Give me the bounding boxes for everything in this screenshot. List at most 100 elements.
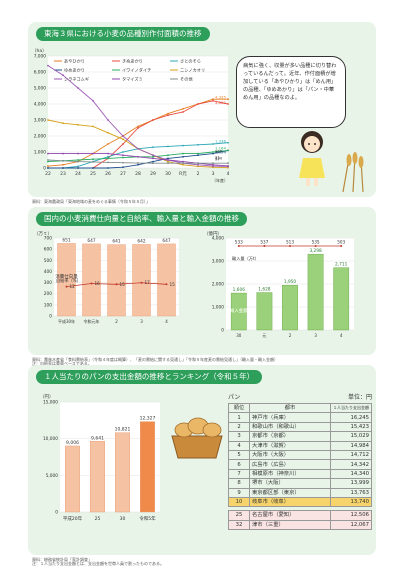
ranking-city: 東京都区部（東京）	[249, 487, 331, 498]
bread-ranking-table: パン 単位：円 順位 都市 １人当たり支出金額 1 神戸市（兵庫） 16,245 2 和…	[228, 392, 372, 531]
series-point	[212, 152, 214, 155]
section2-note: 注：自給率は重量ベースである。	[32, 361, 92, 366]
series-point	[77, 159, 79, 161]
x-tick-label: 23	[60, 171, 66, 177]
series-point	[227, 103, 229, 105]
section3-note: 注：１人当たり支出金額とは、支出金額を世帯人員で割ったものである。	[32, 561, 164, 566]
series-point	[122, 151, 124, 153]
y-tick-label: 6,000	[34, 70, 47, 76]
bar	[57, 243, 76, 317]
bar	[230, 292, 247, 331]
ranking-col-value: １人当たり支出金額	[330, 402, 372, 414]
y-tick-label: 300	[44, 280, 52, 286]
series-point	[77, 123, 79, 126]
series-point	[47, 165, 49, 167]
ranking-unit: 単位：円	[347, 394, 372, 401]
table-row: 6 広島市（広島） 14,342	[228, 459, 372, 470]
data-label: 330	[215, 156, 223, 161]
table-row: 8 堺市（大阪） 13,999	[228, 478, 372, 489]
x-tick-label: 4	[340, 333, 343, 338]
ranking-value: 16,245	[330, 412, 372, 423]
ranking-value: 14,984	[330, 440, 372, 451]
volume-value-label: 503	[337, 240, 345, 245]
series-point	[182, 162, 184, 165]
y-tick-label: 2,000	[212, 282, 225, 288]
line-series-label: 自給率（%）	[56, 277, 81, 284]
x-tick-label: 24	[75, 171, 81, 177]
series-point	[47, 64, 49, 67]
series-point	[62, 152, 64, 155]
legend-label: ニシノカオリ	[180, 68, 205, 74]
series-point	[152, 155, 154, 158]
ranking-value: 13,763	[330, 487, 372, 498]
series-point	[122, 166, 124, 169]
series-point	[197, 165, 199, 168]
y-tick-label: 0	[43, 166, 46, 172]
bar-value-label: 10,821	[115, 427, 131, 433]
series-point	[137, 125, 139, 128]
table-row: 9 東京都区部（東京） 13,763	[228, 487, 372, 498]
y-tick-label: 500	[44, 258, 52, 264]
series-point	[182, 160, 184, 163]
ranking-rank: 10	[228, 496, 250, 508]
series-point	[212, 165, 214, 167]
series-point	[182, 152, 184, 155]
x-tick-label: 3	[314, 333, 317, 338]
series-point	[167, 157, 169, 160]
series-point	[137, 162, 139, 164]
series-point	[212, 163, 214, 166]
data-label: 965	[215, 149, 223, 154]
volume-point	[314, 245, 317, 247]
y-tick-label: 0	[221, 328, 224, 334]
series-point	[107, 131, 109, 134]
series-point	[167, 159, 169, 161]
ranking-value: 13,999	[330, 478, 372, 489]
legend-label: さとのそら	[180, 58, 201, 65]
section1-title: 東海３県における小麦の品種別作付面積の推移	[36, 27, 210, 41]
series-point	[122, 143, 124, 145]
bar-value-label: 1,950	[284, 279, 297, 285]
ranking-value: 15,029	[330, 431, 372, 442]
ratio-point	[140, 281, 143, 284]
import-bar-chart: （億円） 0 1,000 2,000 3,000 4,000 1,606 30 1,628 元 1,…	[204, 230, 354, 338]
series-point	[107, 152, 109, 155]
ranking-value: 14,712	[330, 449, 372, 461]
series-point	[77, 87, 79, 89]
bar	[282, 284, 298, 331]
legend-label: シラネコムギ	[64, 77, 89, 83]
x-tick-label: 2	[115, 319, 118, 324]
series-point	[107, 161, 109, 164]
series-point	[182, 111, 184, 113]
ratio-value-label: 15	[120, 282, 126, 287]
series-point	[152, 119, 154, 121]
data-label: 97	[215, 156, 220, 161]
series-point	[62, 122, 64, 125]
x-tick-label: 29	[150, 171, 156, 177]
table-row: 5 大阪市（大阪） 14,712	[228, 449, 372, 461]
x-tick-label: 30	[120, 516, 126, 522]
ranking-rank: 5	[228, 449, 250, 461]
series-point	[167, 145, 169, 148]
y-tick-label: 7,000	[34, 54, 47, 60]
bar-value-label: 1,628	[258, 287, 271, 293]
data-label: 4,335	[215, 95, 226, 100]
series-point	[182, 144, 184, 147]
line-series-label: 輸入量（万t）	[232, 255, 259, 262]
section2-source: 資料：農林水産省「食料需給表」（令和４年度は概算）、「麦の需給に関する見通し」「…	[32, 357, 278, 362]
ranking-col-city: 都市	[249, 402, 331, 414]
y-tick-label: 1,000	[34, 150, 47, 156]
x-axis-suffix: （年産）	[212, 177, 228, 183]
y-tick-label: 3,000	[212, 259, 225, 265]
y-tick-label: 0	[55, 510, 58, 516]
speech-bubble: 病気に強く、収量が多い品種に切り替わっているんだって。近年、作付面積が増加してい…	[236, 56, 346, 128]
legend-label: ゆめあかり	[64, 67, 85, 74]
x-tick-label: 3	[140, 319, 143, 324]
series-point	[227, 162, 229, 165]
girl-illustration	[299, 131, 325, 186]
series-point	[47, 167, 49, 169]
section1-source: 資料：東海農政局「東海地域の麦をめぐる事情（令和５年８月）」	[32, 199, 150, 204]
ranking-rank: 6	[228, 459, 250, 470]
ratio-value-label: 15	[170, 282, 176, 287]
bar-value-label: 647	[162, 238, 170, 244]
series-point	[47, 119, 49, 121]
